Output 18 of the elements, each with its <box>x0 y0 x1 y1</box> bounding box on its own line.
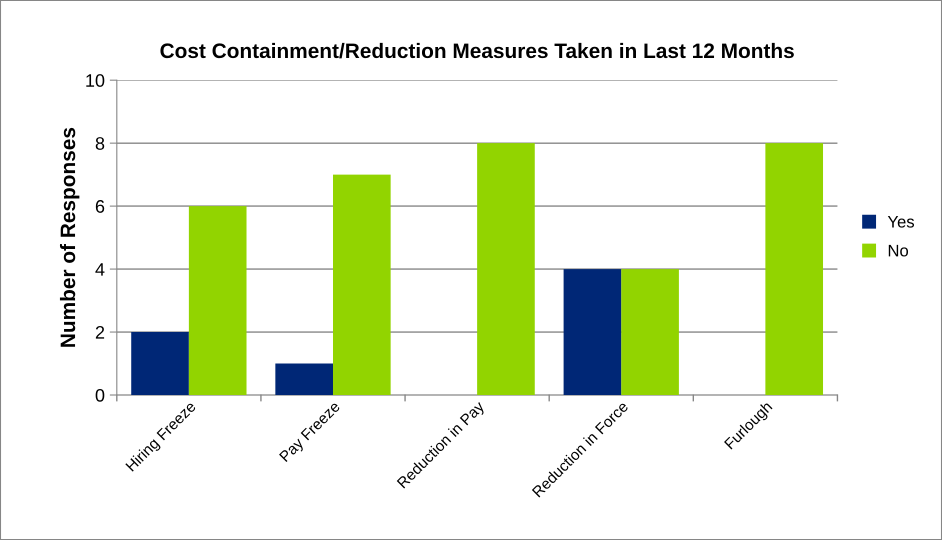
y-axis-title: Number of Responses <box>60 128 80 347</box>
bar <box>188 206 247 396</box>
bar <box>765 143 824 396</box>
bar <box>621 269 679 396</box>
y-tick-label: 2 <box>96 326 104 339</box>
chart-title: Cost Containment/Reduction Measures Taken in Last 12 Months <box>160 42 794 58</box>
y-tick-label: 8 <box>96 137 104 150</box>
bar <box>275 364 333 396</box>
legend-label: No <box>888 244 908 257</box>
y-tick-label: 0 <box>96 388 104 402</box>
bar <box>477 143 535 396</box>
y-tick-label: 4 <box>95 263 104 276</box>
bar <box>332 174 391 396</box>
y-tick-label: 6 <box>96 200 104 213</box>
y-tick-label: 10 <box>86 74 104 87</box>
bar <box>564 269 622 396</box>
legend-label: Yes <box>888 216 914 228</box>
bar <box>131 332 189 396</box>
